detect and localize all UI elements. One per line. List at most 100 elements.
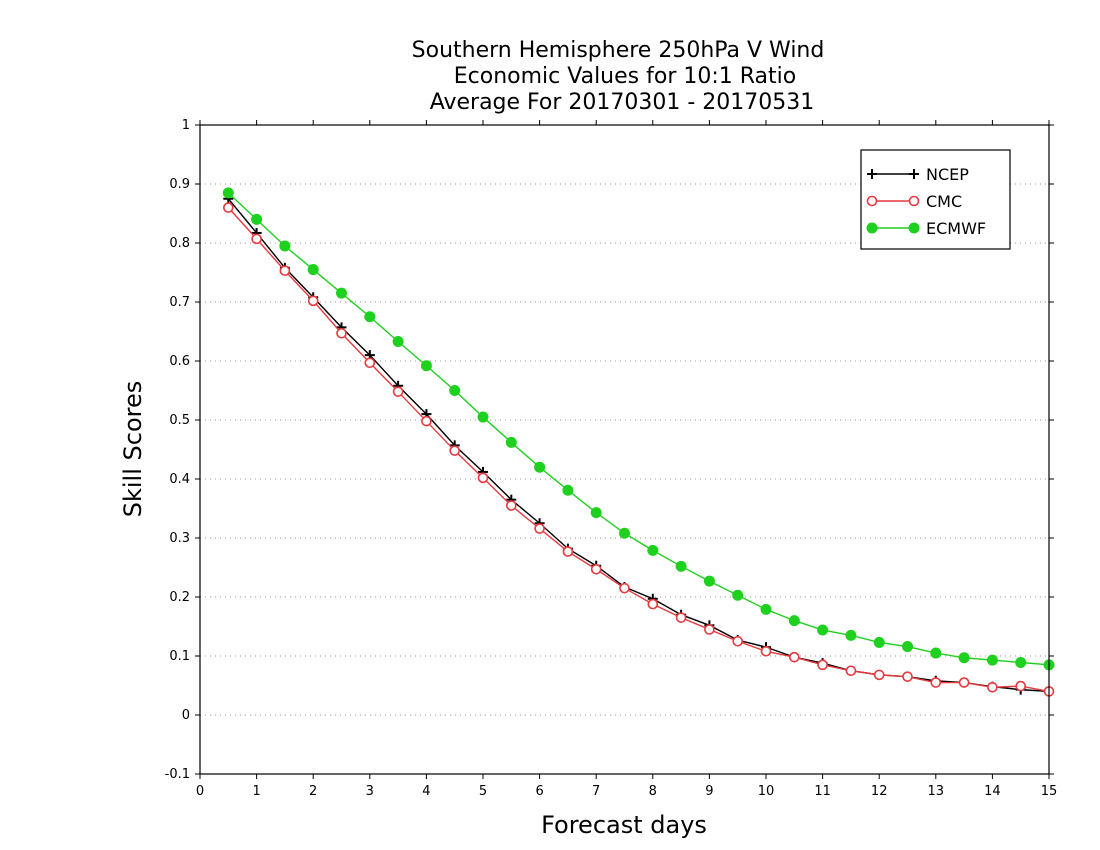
data-point-ecmwf [930,647,942,659]
data-point-ecmwf [279,240,291,252]
data-point-ecmwf [873,636,885,648]
data-point-ecmwf [647,544,659,556]
legend-marker-end [908,222,920,234]
data-point-cmc [817,659,828,671]
data-point-cmc [760,645,772,657]
data-point-cmc [336,327,347,339]
x-axis-title: Forecast days [541,811,707,839]
y-tick-label: 0.7 [169,295,190,310]
legend-label: ECMWF [926,219,986,238]
data-point-cmc [421,415,432,427]
x-tick-label: 4 [422,784,430,799]
data-point-ecmwf [477,411,489,423]
x-tick-label: 15 [1041,784,1058,799]
legend-marker-end [908,195,920,207]
data-point-ecmwf [788,615,800,627]
data-point-cmc [704,624,715,635]
data-point-cmc [873,669,885,681]
y-tick-label: 0.9 [169,177,190,192]
data-point-cmc [902,671,913,682]
data-point-ecmwf [534,461,546,473]
chart-title-line-3: Average For 20170301 - 20170531 [430,90,815,115]
x-tick-label: 14 [984,784,1001,799]
data-point-cmc [534,523,545,534]
data-point-cmc [647,598,659,610]
data-point-ecmwf [505,436,517,448]
data-point-cmc [590,563,602,575]
legend-items: NCEP CMC ECMWF [866,165,986,238]
y-tick-label: 0.6 [169,354,190,369]
data-point-ecmwf [619,527,630,539]
data-point-cmc [279,265,291,277]
y-tick-label: 0.3 [169,531,190,546]
data-point-ecmwf [364,311,376,323]
data-point-cmc [449,445,461,456]
x-tick-label: 12 [871,784,888,799]
data-point-ecmwf [590,507,602,519]
data-point-ecmwf [958,652,970,664]
chart-title-line-1: Southern Hemisphere 250hPa V Wind [412,38,825,63]
y-tick-label: 0.1 [169,649,190,664]
data-point-ecmwf [902,641,913,653]
y-tick-label: -0.1 [165,767,190,782]
data-point-ecmwf [251,213,263,225]
data-point-cmc [788,651,800,663]
data-point-cmc [223,202,234,213]
legend: NCEP CMC ECMWF [860,149,1011,250]
data-point-cmc [364,357,376,369]
data-point-cmc [392,386,404,397]
legend-label: CMC [926,192,962,211]
data-point-cmc [987,681,998,693]
data-point-cmc [307,295,319,307]
legend-item-ncep: NCEP [867,165,969,184]
data-point-ecmwf [703,575,715,587]
data-point-cmc [732,635,744,647]
y-tick-label: 0.5 [169,413,190,428]
x-tick-label: 3 [366,784,374,799]
series-cmc [223,202,1055,697]
data-point-cmc [477,472,489,484]
axis-ticks: -0.100.10.20.30.40.50.60.70.80.910 1 2 3 4 5 6… [165,118,1058,799]
data-point-cmc [619,582,630,594]
y-axis-title: Skill Scores [119,381,147,518]
data-point-cmc [930,677,942,688]
data-point-ecmwf [760,603,772,615]
x-tick-label: 11 [814,784,831,799]
x-tick-label: 8 [649,784,657,799]
x-tick-label: 10 [758,784,775,799]
legend-label: NCEP [926,165,969,184]
data-point-ecmwf [449,385,461,396]
x-tick-label: 0 [196,784,204,799]
legend-box [860,149,1011,250]
x-tick-label: 1 [252,784,260,799]
x-tick-label: 6 [535,784,543,799]
data-point-ecmwf [732,589,744,601]
data-point-ecmwf [336,287,347,299]
data-point-cmc [505,500,517,511]
legend-marker-start [866,222,878,234]
data-point-ecmwf [675,560,687,572]
series-ecmwf [222,187,1055,671]
data-point-ecmwf [307,264,319,276]
series-group [222,187,1055,697]
data-point-cmc [251,233,262,245]
data-point-cmc [1015,680,1027,692]
x-tick-label: 2 [309,784,317,799]
data-point-ecmwf [222,187,234,199]
y-tick-label: 1 [182,118,190,133]
legend-marker-start [866,195,878,207]
chart-title-line-2: Economic Values for 10:1 Ratio [454,64,796,89]
legend-item-cmc: CMC [866,192,962,211]
x-tick-label: 13 [928,784,945,799]
data-point-ecmwf [845,629,857,641]
data-point-ecmwf [817,624,829,636]
data-point-ecmwf [420,360,432,372]
y-tick-label: 0.2 [169,590,190,605]
y-tick-label: 0.4 [169,472,190,487]
data-point-ecmwf [392,336,404,348]
data-point-ecmwf [986,654,998,666]
x-tick-label: 5 [479,784,487,799]
x-tick-label: 9 [705,784,713,799]
